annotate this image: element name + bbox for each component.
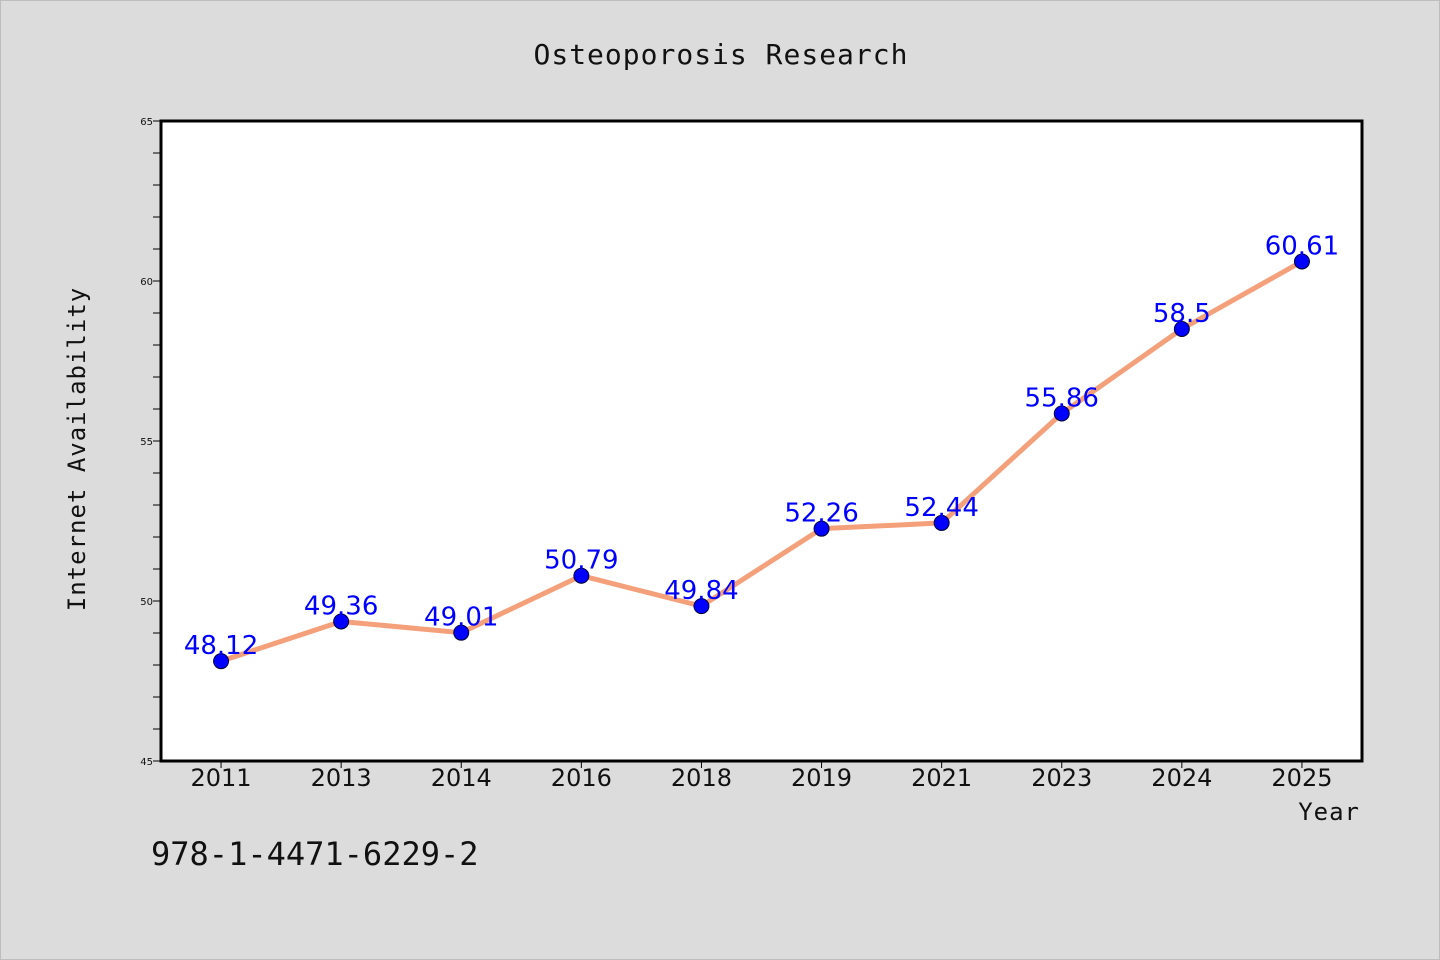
data-label: 58.5 (1153, 299, 1211, 329)
x-axis-label: Year (1298, 798, 1360, 826)
x-tick-label: 2014 (431, 764, 492, 792)
data-label: 48.12 (184, 631, 258, 661)
x-tick-label: 2024 (1151, 764, 1212, 792)
y-tick-label: 45 (140, 757, 153, 768)
data-label: 49.36 (304, 591, 378, 621)
data-point (1173, 321, 1190, 337)
data-label: 52.44 (904, 493, 978, 523)
data-label: 49.01 (424, 603, 498, 633)
y-tick-label: 55 (140, 437, 153, 448)
data-point (333, 613, 350, 630)
y-axis-label: Internet Availability (63, 287, 91, 611)
plot-area (159, 119, 1364, 763)
data-label: 60.61 (1265, 231, 1339, 261)
x-tick-label: 2023 (1031, 764, 1092, 792)
data-point (453, 624, 470, 641)
series-line (218, 258, 1305, 664)
data-point (933, 514, 950, 531)
data-labels-group: 48.12 49.36 49.01 50.79 49.84 52.26 52.44 55.86… (184, 231, 1339, 661)
x-axis-ticks: 2011 2013 2014 2016 2018 2019 2021 2023 2024 2025 (191, 761, 1332, 792)
y-axis-ticks: 45 50 55 60 65 (140, 117, 161, 768)
y-tick-label: 65 (140, 117, 153, 128)
data-point (813, 520, 830, 537)
y-tick-label: 60 (140, 277, 153, 288)
data-point (693, 598, 710, 615)
x-tick-label: 2018 (671, 764, 732, 792)
data-point (213, 653, 230, 670)
data-label: 50.79 (544, 546, 618, 576)
isbn-code: 978-1-4471-6229-2 (151, 835, 479, 873)
data-label: 49.84 (664, 576, 738, 606)
data-point (573, 567, 590, 584)
x-tick-label: 2025 (1271, 764, 1332, 792)
y-tick-label: 50 (140, 597, 153, 608)
data-label: 55.86 (1025, 383, 1099, 413)
data-point (1053, 405, 1070, 422)
x-tick-label: 2019 (791, 764, 852, 792)
x-tick-label: 2016 (551, 764, 612, 792)
data-point (1293, 253, 1310, 270)
x-tick-label: 2011 (191, 764, 252, 792)
x-tick-label: 2021 (911, 764, 972, 792)
chart-title: Osteoporosis Research (533, 38, 908, 71)
data-label: 52.26 (784, 499, 858, 529)
x-tick-label: 2013 (311, 764, 372, 792)
series-line-group (213, 253, 1310, 670)
